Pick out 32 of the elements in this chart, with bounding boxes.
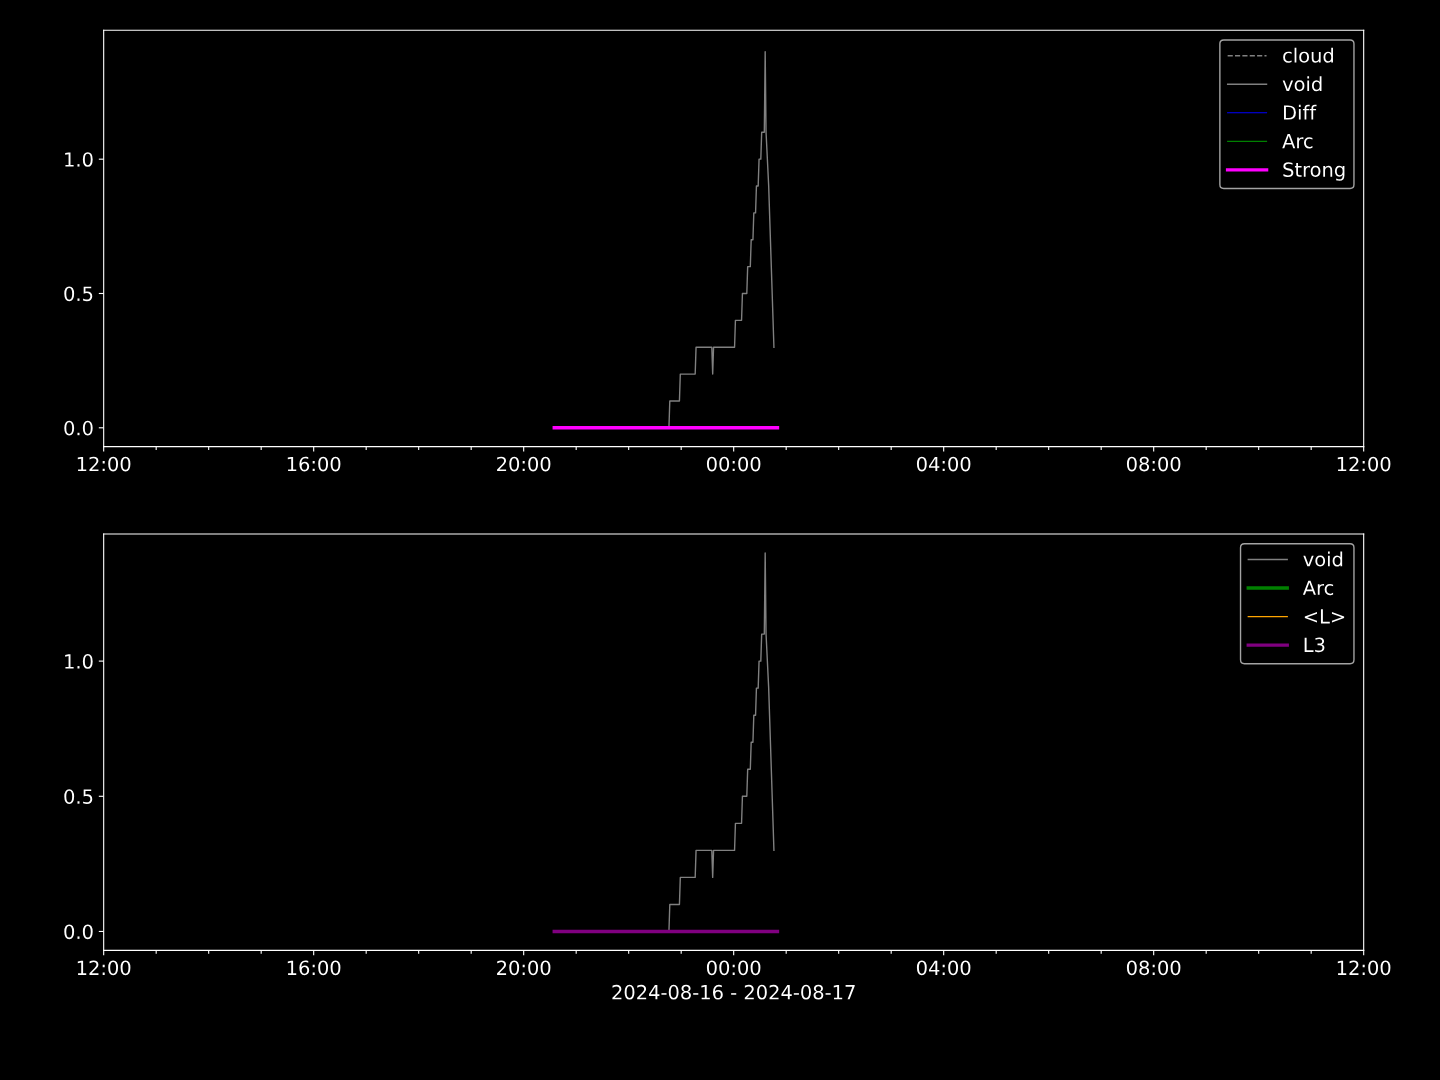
x-axis-title: 2024-08-16 - 2024-08-17 [612, 984, 855, 1000]
x-tick-label: 00:00 [706, 960, 761, 976]
x-tick-label: 12:00 [77, 960, 131, 976]
x-tick-label: 04:00 [916, 456, 971, 472]
legend-label: cloud [1283, 47, 1333, 63]
y-tick-label: 0.0 [64, 924, 93, 940]
x-tick-label: 20:00 [497, 960, 551, 976]
x-tick-label: 12:00 [1337, 960, 1391, 976]
legend-label: Strong [1283, 162, 1345, 181]
y-tick-label: 0.0 [64, 420, 93, 436]
line-series [668, 552, 775, 933]
x-tick-label: 08:00 [1126, 456, 1181, 472]
x-tick-label: 00:00 [706, 456, 761, 472]
x-tick-label: 20:00 [497, 456, 551, 472]
x-tick-label: 16:00 [287, 456, 341, 472]
legend-label: void [1303, 551, 1343, 567]
legend-label: Arc [1282, 133, 1313, 149]
y-tick-label: 0.5 [64, 286, 93, 302]
x-tick-label: 16:00 [287, 960, 341, 976]
x-tick-label: 08:00 [1126, 960, 1181, 976]
legend-label: L3 [1304, 637, 1325, 653]
y-tick-label: 0.5 [64, 789, 93, 804]
legend-label: Arc [1302, 580, 1334, 596]
legend-label: void [1282, 76, 1322, 92]
x-tick-label: 12:00 [77, 456, 131, 472]
legend-label: Diff [1284, 104, 1317, 120]
x-tick-label: 04:00 [916, 960, 971, 976]
y-tick-label: 1.0 [65, 152, 93, 167]
line-series [668, 51, 775, 429]
y-tick-label: 1.0 [65, 654, 93, 669]
legend-label: <L> [1304, 609, 1345, 624]
x-tick-label: 12:00 [1337, 456, 1391, 472]
